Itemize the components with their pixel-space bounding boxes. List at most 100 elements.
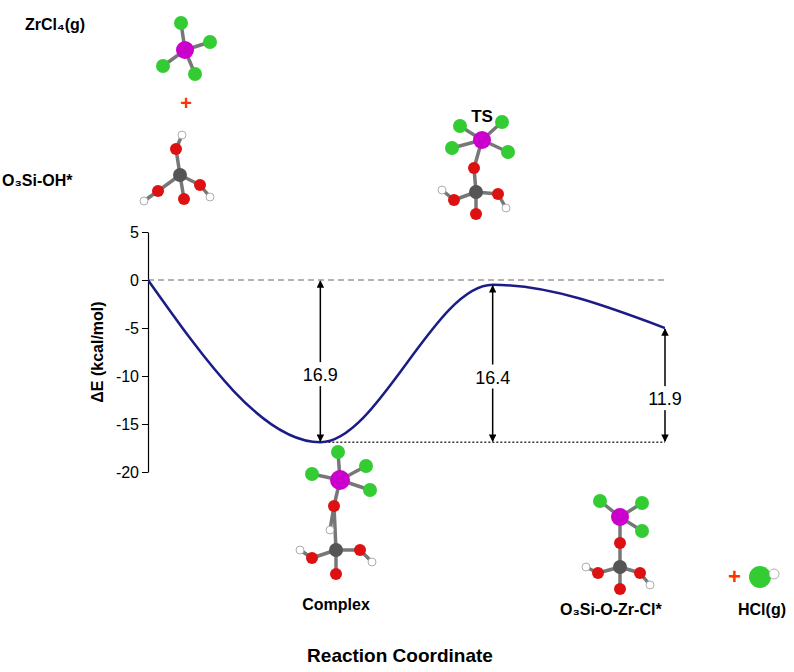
species-label: O₃Si-OH*: [2, 172, 73, 189]
y-tick-label: 0: [130, 272, 139, 289]
atom: [156, 59, 170, 73]
y-tick-label: -20: [116, 464, 139, 481]
atom: [502, 204, 510, 212]
label-background: [645, 386, 685, 410]
y-tick: -20: [116, 464, 148, 481]
y-tick-mark: [142, 472, 148, 473]
atom: [592, 567, 604, 579]
molecule: [296, 445, 377, 580]
species-label: O₃Si-O-Zr-Cl*: [560, 601, 662, 618]
energy-curve: [148, 280, 665, 442]
atom: [331, 445, 345, 459]
atom: [194, 179, 206, 191]
reference-line: [148, 280, 665, 281]
y-tick-label: -15: [116, 416, 139, 433]
atom: [453, 119, 467, 133]
atom: [328, 500, 340, 512]
energy-gap-label: 16.9: [303, 365, 338, 385]
y-tick: 0: [130, 272, 148, 289]
energy-gap-label: 11.9: [648, 389, 682, 409]
y-tick: -15: [116, 416, 148, 433]
atom: [473, 131, 491, 149]
atom: [438, 186, 446, 194]
atom: [445, 141, 459, 155]
y-tick: 5: [130, 224, 148, 241]
chart: -20 -15 -10 -5 0 5 ΔE (kcal/mol) Reaction Coord…: [0, 0, 794, 672]
y-axis: -20 -15 -10 -5 0 5: [116, 224, 149, 481]
reference-line: [320, 441, 665, 443]
y-tick-label: 5: [130, 224, 139, 241]
y-tick-mark: [142, 424, 148, 425]
atom: [330, 470, 350, 490]
atom: [173, 168, 187, 182]
y-tick-mark: [142, 232, 148, 233]
atom: [305, 467, 319, 481]
plot-area: [148, 280, 665, 442]
atom: [178, 131, 186, 139]
label-background: [473, 365, 513, 389]
atom: [469, 185, 483, 199]
atom: [448, 194, 460, 206]
molecule: [156, 16, 217, 81]
y-axis-title: ΔE (kcal/mol): [89, 301, 106, 402]
x-axis-title: Reaction Coordinate: [307, 645, 493, 666]
atom: [170, 143, 182, 155]
energy-gap-arrow: [492, 286, 494, 441]
energy-gap-arrow: [664, 329, 666, 441]
molecule: [582, 494, 654, 595]
atom: [326, 526, 334, 534]
species-label: TS: [471, 107, 493, 126]
atom: [646, 581, 654, 589]
atom: [296, 546, 304, 554]
atom: [582, 563, 590, 571]
species-label: Complex: [302, 596, 370, 613]
label-background: [300, 362, 340, 386]
atom: [593, 494, 607, 508]
atom: [635, 524, 649, 538]
atom: [613, 560, 627, 574]
atom: [329, 543, 343, 557]
y-tick-mark: [142, 280, 148, 281]
atom: [634, 567, 646, 579]
atom: [769, 569, 779, 579]
atom: [492, 188, 504, 200]
atom: [635, 496, 649, 510]
atom: [611, 508, 629, 526]
atom: [188, 67, 202, 81]
species-label: ZrCl₄(g): [25, 16, 85, 33]
atom: [614, 583, 626, 595]
atom: [176, 41, 194, 59]
atom: [359, 459, 373, 473]
atom: [614, 537, 626, 549]
y-tick-label: -10: [116, 368, 139, 385]
molecule: [438, 115, 515, 220]
atom: [178, 193, 190, 205]
atom: [330, 568, 342, 580]
molecule: [749, 566, 779, 588]
atom: [354, 544, 366, 556]
atom: [470, 208, 482, 220]
atom: [495, 115, 509, 129]
atom: [363, 483, 377, 497]
molecule: [140, 131, 214, 205]
energy-gap-arrow: [320, 281, 322, 441]
y-tick-mark: [142, 328, 148, 329]
atom: [152, 185, 164, 197]
atom: [306, 552, 318, 564]
species-label: +: [180, 92, 192, 114]
species-label: +: [728, 564, 741, 589]
y-tick: -10: [116, 368, 148, 385]
atom: [174, 16, 188, 30]
atom: [140, 197, 148, 205]
y-tick-mark: [142, 376, 148, 377]
atom: [468, 162, 480, 174]
atom: [203, 35, 217, 49]
energy-gap-label: 16.4: [475, 368, 510, 388]
atom: [501, 145, 515, 159]
y-tick-label: -5: [125, 320, 139, 337]
atom: [206, 193, 214, 201]
species-label: HCl(g): [738, 601, 786, 618]
atom: [368, 558, 376, 566]
y-tick: -5: [125, 320, 148, 337]
atom: [749, 566, 771, 588]
